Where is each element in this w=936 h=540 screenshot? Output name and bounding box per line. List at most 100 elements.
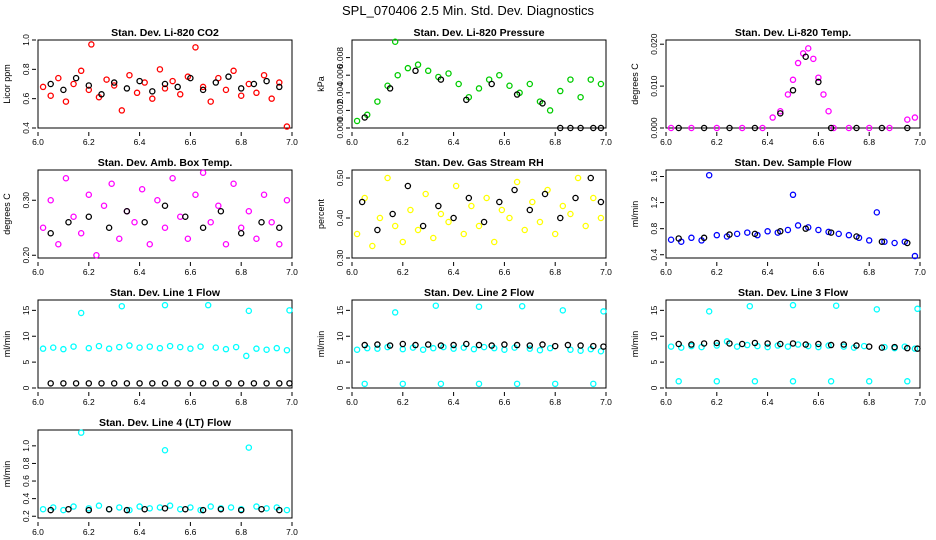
data-point [230, 180, 237, 187]
x-tick-label: 6.4 [134, 137, 146, 147]
data-point [126, 342, 133, 349]
data-point [118, 302, 126, 310]
data-series-2 [358, 174, 605, 234]
y-tick-label: 0.8 [649, 222, 659, 234]
data-point [746, 302, 754, 310]
plot-frame [665, 39, 921, 129]
data-point [865, 378, 873, 385]
data-point [506, 82, 513, 90]
data-point [110, 82, 118, 89]
data-point [713, 124, 721, 132]
data-point [237, 229, 245, 237]
data-point [904, 124, 911, 132]
data-point [551, 230, 559, 238]
data-point [590, 342, 597, 350]
data-point [784, 343, 792, 350]
data-point [116, 504, 123, 511]
data-point [891, 343, 898, 351]
y-tick-label: 0.000 [649, 117, 659, 139]
data-point [815, 343, 822, 351]
data-point [374, 341, 381, 348]
data-point [878, 344, 886, 351]
x-tick-label: 6.6 [812, 397, 824, 407]
data-point [675, 235, 682, 242]
x-tick-label: 6.2 [397, 137, 409, 147]
data-point [825, 107, 832, 115]
data-point [369, 242, 376, 250]
data-point [815, 74, 822, 81]
data-point [126, 71, 133, 79]
data-point [174, 380, 181, 387]
data-point [391, 38, 399, 46]
y-axis-label: ml/min [2, 331, 12, 358]
data-point [726, 124, 733, 132]
data-point [62, 98, 70, 105]
data-point [141, 218, 148, 226]
data-point [713, 339, 721, 347]
data-point [564, 341, 572, 349]
data-point [546, 107, 554, 114]
y-tick-label: 5 [649, 359, 659, 364]
x-tick-label: 6.6 [498, 267, 510, 277]
data-point [488, 80, 495, 88]
y-tick-label: 15 [21, 305, 31, 315]
data-point [825, 342, 832, 349]
y-tick-label: 0.4 [649, 249, 659, 261]
y-tick-label: 1.0 [21, 440, 31, 452]
data-point [260, 71, 268, 79]
data-point [587, 174, 595, 182]
data-point [845, 124, 853, 132]
data-point [60, 380, 67, 387]
data-point [802, 225, 809, 232]
data-point [47, 80, 54, 88]
data-point [276, 506, 283, 514]
y-tick-label: 0.40 [335, 209, 345, 226]
data-point [47, 506, 54, 514]
x-tick-label: 6.0 [32, 397, 44, 407]
data-point [65, 218, 72, 226]
data-point [733, 230, 741, 238]
data-point [85, 380, 93, 387]
data-point [881, 343, 888, 351]
data-point [39, 83, 47, 91]
y-axis-label: ml/min [630, 331, 640, 358]
data-point [437, 342, 445, 349]
x-tick-label: 6.4 [448, 267, 460, 277]
data-point [450, 341, 457, 349]
data-point [914, 305, 921, 313]
plot-frame [37, 299, 293, 389]
data-point [70, 213, 77, 220]
data-point [513, 178, 521, 186]
data-point [391, 222, 399, 230]
x-tick-label: 6.8 [863, 267, 875, 277]
data-point [455, 80, 462, 88]
data-point [577, 342, 584, 349]
y-tick-label: 10 [21, 331, 31, 341]
data-point [85, 344, 93, 352]
data-point [789, 87, 797, 94]
data-point [146, 343, 154, 350]
x-tick-label: 6.2 [83, 527, 95, 537]
data-point [567, 124, 574, 132]
data-point [138, 185, 146, 193]
data-point [70, 503, 77, 510]
y-tick-label: 15 [649, 305, 659, 315]
data-point [93, 251, 100, 259]
y-tick-label: 1.6 [649, 170, 659, 182]
data-point [815, 226, 822, 234]
x-tick-label: 6.8 [863, 397, 875, 407]
data-point [518, 302, 526, 310]
data-point [166, 342, 174, 350]
data-point [199, 224, 207, 231]
data-point [551, 342, 559, 350]
data-point [526, 345, 534, 352]
data-point [789, 340, 797, 347]
data-point [480, 218, 488, 226]
data-point [187, 74, 194, 82]
data-point [827, 378, 835, 385]
data-point [174, 83, 181, 91]
data-point [483, 194, 490, 202]
data-point [110, 380, 118, 387]
data-point [237, 380, 245, 387]
data-point [536, 218, 544, 226]
